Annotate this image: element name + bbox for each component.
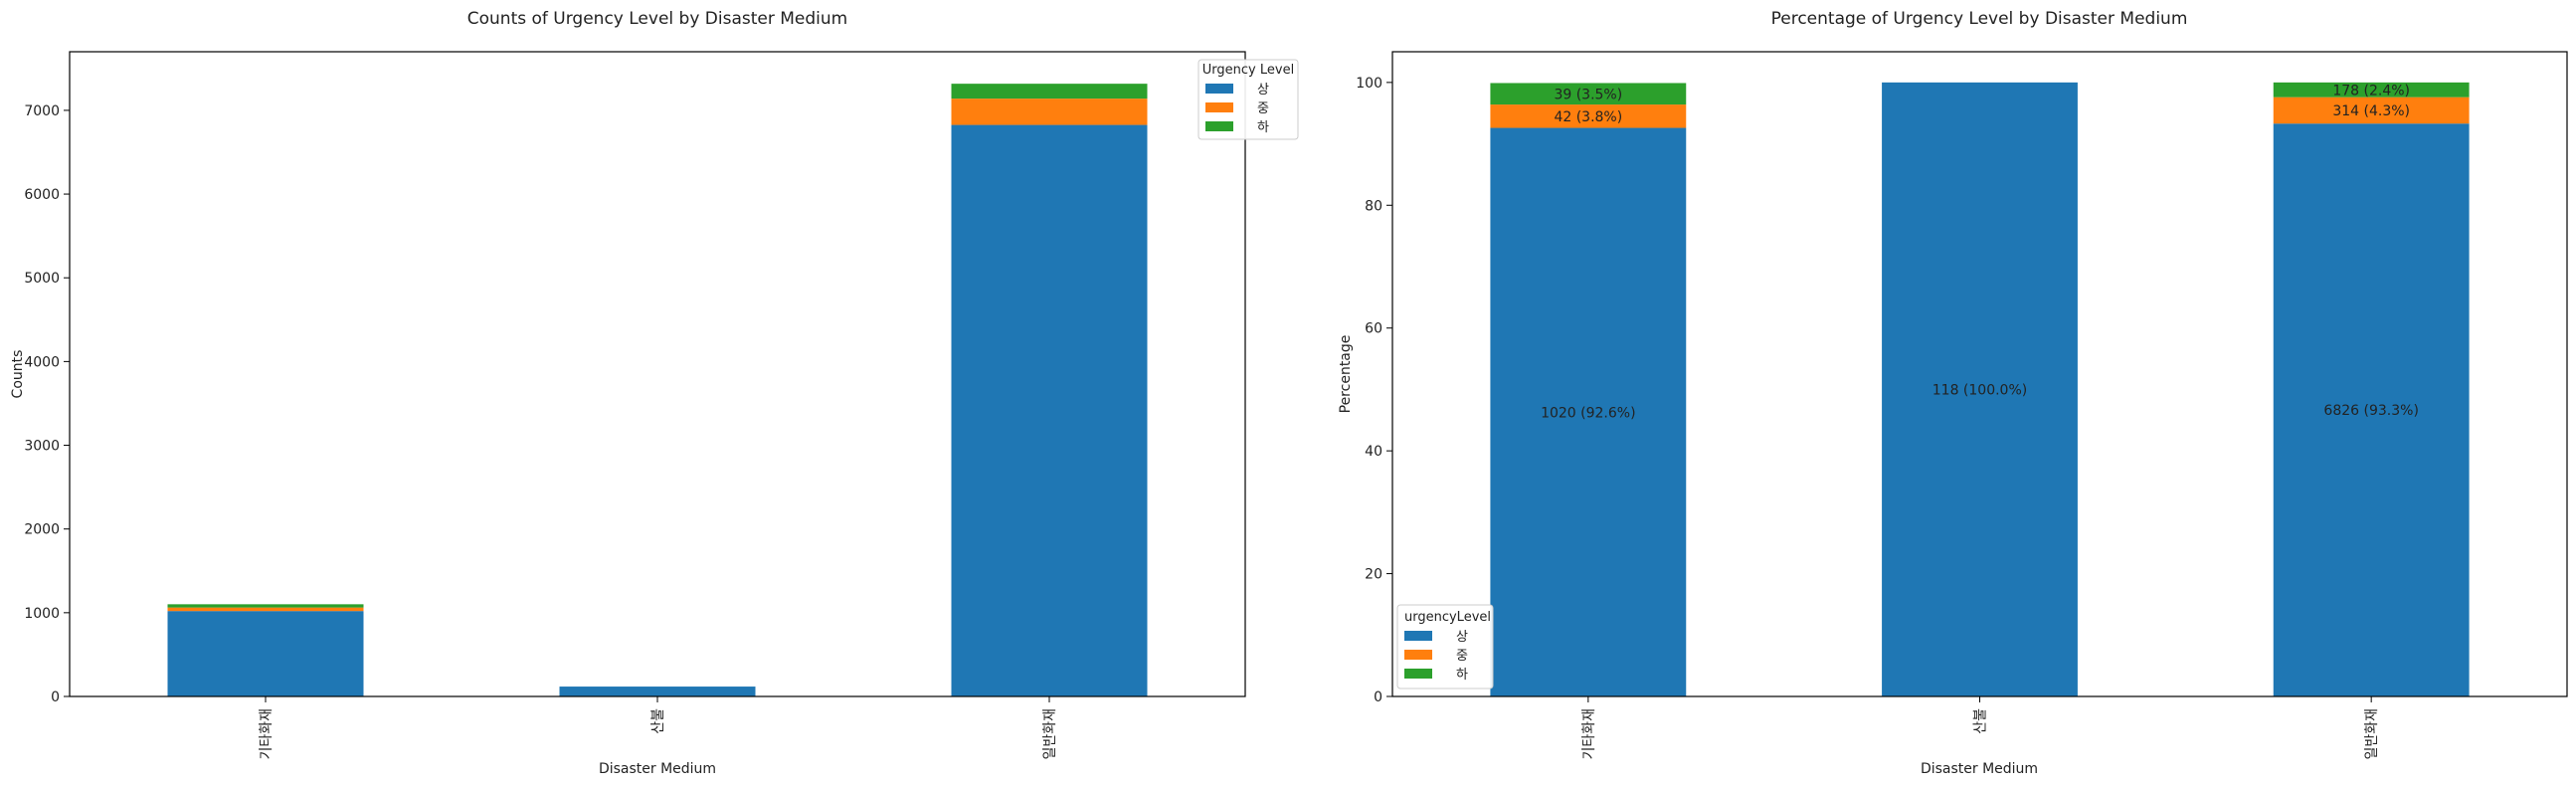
percentage-y-axis-label: Percentage [1338, 335, 1354, 414]
counts-y-tick-label-7: 7000 [24, 103, 60, 119]
percentage-y-tick-label-3: 60 [1365, 321, 1382, 337]
counts-y-tick-label-5: 5000 [24, 271, 60, 287]
counts-legend-title: Urgency Level [1202, 63, 1294, 78]
counts-legend-label-0: 상 [1257, 83, 1269, 98]
percentage-bar-label-2-2: 178 (2.4%) [2332, 83, 2410, 98]
counts-chart-title: Counts of Urgency Level by Disaster Medi… [467, 9, 847, 29]
percentage-bar-label-2-0: 6826 (93.3%) [2323, 403, 2418, 419]
percentage-plot-frame [1391, 51, 2568, 697]
counts-y-axis-label: Counts [10, 350, 26, 399]
percentage-legend-label-0: 상 [1456, 630, 1468, 645]
counts-bar-2-0 [951, 124, 1148, 697]
percentage-bar-label-0-0: 1020 (92.6%) [1541, 405, 1635, 421]
counts-y-tick-label-1: 1000 [24, 606, 60, 622]
counts-bar-2-1 [951, 98, 1148, 125]
counts-legend: Urgency Level 상중하 [1197, 59, 1299, 140]
counts-bar-0-0 [167, 611, 364, 696]
percentage-bar-0-0 [1490, 127, 1687, 697]
counts-x-tick-label-0: 기타화재 [259, 708, 275, 760]
counts-legend-swatch-1 [1205, 102, 1233, 112]
percentage-bar-0-1 [1490, 104, 1687, 128]
counts-bar-1-0 [559, 687, 756, 696]
percentage-legend-swatch-0 [1404, 631, 1432, 641]
percentage-x-tick-label-1: 산불 [1973, 708, 1989, 734]
counts-legend-swatch-0 [1205, 84, 1233, 94]
percentage-legend-title: urgencyLevel [1404, 610, 1491, 625]
percentage-legend-box [1396, 604, 1494, 689]
percentage-y-tick-label-5: 100 [1356, 76, 1382, 92]
counts-plot-area: 기타화재 산불 일반화재 0 1000 2000 3000 4000 5000 6000 7000 [24, 84, 1148, 760]
counts-y-tick-label-3: 3000 [24, 439, 60, 455]
counts-legend-label-1: 중 [1257, 101, 1269, 116]
percentage-chart: Percentage of Urgency Level by Disaster … [1338, 9, 2568, 777]
percentage-y-tick-label-1: 20 [1365, 567, 1382, 583]
percentage-bar-2-1 [2273, 97, 2470, 124]
percentage-bar-label-1-0: 118 (100.0%) [1932, 382, 2027, 398]
counts-plot-frame [69, 51, 1246, 697]
counts-y-tick-label-6: 6000 [24, 187, 60, 203]
percentage-y-tick-label-2: 40 [1365, 444, 1382, 460]
percentage-bar-label-0-2: 39 (3.5%) [1554, 87, 1622, 102]
percentage-bar-1-0 [1882, 82, 2078, 697]
percentage-bar-2-2 [2273, 82, 2470, 98]
percentage-chart-title: Percentage of Urgency Level by Disaster … [1771, 9, 2188, 29]
counts-legend-swatch-2 [1205, 121, 1233, 131]
percentage-legend: urgencyLevel 상중하 [1396, 604, 1494, 689]
percentage-plot-area: 1020 (92.6%) 42 (3.8%) 39 (3.5%) 기타화재 118 (1… [1356, 76, 2470, 760]
counts-chart: Counts of Urgency Level by Disaster Medi… [10, 9, 1299, 777]
percentage-bar-2-0 [2273, 123, 2470, 697]
percentage-y-tick-label-4: 80 [1365, 198, 1382, 214]
percentage-legend-swatch-1 [1404, 650, 1432, 660]
percentage-x-axis-label: Disaster Medium [1921, 761, 2038, 777]
percentage-y-tick-label-0: 0 [1374, 689, 1382, 705]
percentage-legend-label-1: 중 [1456, 649, 1468, 664]
counts-bar-0-1 [167, 607, 364, 612]
counts-y-tick-label-2: 2000 [24, 522, 60, 538]
counts-x-axis-label: Disaster Medium [599, 761, 716, 777]
counts-y-tick-label-4: 4000 [24, 354, 60, 370]
percentage-bar-label-2-1: 314 (4.3%) [2332, 103, 2410, 119]
percentage-legend-label-2: 하 [1456, 668, 1468, 683]
counts-legend-box [1197, 59, 1299, 140]
percentage-bar-0-2 [1490, 83, 1687, 105]
counts-bar-0-2 [167, 604, 364, 608]
counts-x-tick-label-1: 산불 [650, 708, 666, 734]
percentage-x-tick-label-2: 일반화재 [2364, 708, 2380, 760]
counts-bar-2-2 [951, 84, 1148, 99]
percentage-bar-label-0-1: 42 (3.8%) [1554, 109, 1622, 125]
percentage-legend-swatch-2 [1404, 669, 1432, 679]
counts-legend-label-2: 하 [1257, 120, 1269, 135]
counts-y-tick-label-0: 0 [51, 689, 60, 705]
counts-x-tick-label-2: 일반화재 [1042, 708, 1058, 760]
percentage-x-tick-label-0: 기타화재 [1581, 708, 1597, 760]
